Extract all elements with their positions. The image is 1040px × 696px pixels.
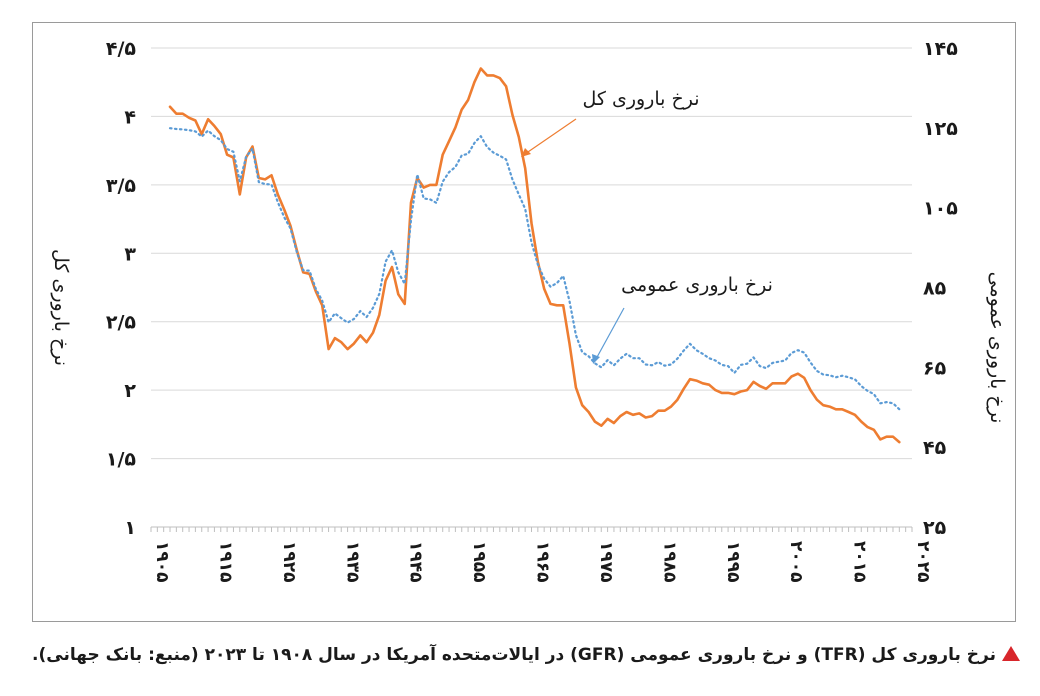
- y-right-tick-label: ۴۵: [923, 437, 947, 459]
- chart-frame: ۱ ۱/۵ ۲ ۲/۵ ۳ ۳/۵ ۴ ۴/۵ ۲۵ ۴۵ ۶۵ ۸۵ ۱۰۵ ۱۲۵ ۱۴۵ ۱۹۰۵ ۱۹۱…: [32, 22, 1016, 622]
- series-line-gfr: [168, 127, 901, 411]
- y-right-tick-label: ۱۰۵: [923, 198, 958, 220]
- x-tick-label: ۱۹۵۵: [469, 541, 489, 583]
- annotation-label-gfr: نرخ باروری عمومی: [621, 274, 773, 296]
- annotation-arrowhead-gfr: [592, 354, 600, 364]
- y-right-tick-label: ۶۵: [923, 357, 947, 379]
- y-right-tick-label: ۱۲۵: [923, 118, 958, 140]
- annotation-arrow-gfr: [595, 307, 625, 360]
- caption-text: نرخ باروری کل (TFR) و نرخ باروری عمومی (…: [32, 645, 996, 665]
- annotation-arrow-tfr: [524, 118, 577, 155]
- y-left-tick-label: ۲: [124, 380, 136, 402]
- x-tick-label: ۱۹۴۵: [406, 541, 426, 583]
- y-right-tick-label: ۱۴۵: [923, 38, 958, 60]
- y-left-tick-label: ۳: [124, 243, 136, 265]
- caption-marker-icon: [1002, 645, 1020, 661]
- x-tick-label: ۱۹۰۵: [152, 541, 172, 583]
- annotation-label-tfr: نرخ باروری کل: [582, 88, 699, 110]
- x-tick-label: ۱۹۸۵: [659, 541, 679, 583]
- y-left-tick-label: ۱/۵: [106, 449, 137, 471]
- y-right-axis-title: نرخ باروری عمومی: [986, 272, 1008, 424]
- chart: ۱ ۱/۵ ۲ ۲/۵ ۳ ۳/۵ ۴ ۴/۵ ۲۵ ۴۵ ۶۵ ۸۵ ۱۰۵ ۱۲۵ ۱۴۵ ۱۹۰۵ ۱۹۱…: [50, 38, 1008, 583]
- y-right-tick-label: ۸۵: [923, 278, 947, 300]
- y-right-tick-label: ۲۵: [923, 517, 947, 539]
- x-tick-label: ۱۹۲۵: [279, 541, 299, 583]
- y-left-tick-label: ۴/۵: [106, 38, 137, 60]
- annotation-arrowhead-tfr: [521, 148, 531, 157]
- x-tick-label: ۱۹۹۵: [723, 541, 743, 583]
- x-tick-label: ۱۹۳۵: [342, 541, 362, 583]
- y-left-tick-label: ۲/۵: [106, 312, 137, 334]
- x-tick-label: ۱۹۷۵: [596, 541, 616, 583]
- figure-caption: نرخ باروری کل (TFR) و نرخ باروری عمومی (…: [20, 640, 1020, 670]
- x-tick-label: ۱۹۶۵: [533, 541, 553, 583]
- x-tick-label: ۲۰۱۵: [850, 541, 870, 583]
- y-left-axis-title: نرخ باروری کل: [50, 249, 72, 366]
- y-left-tick-label: ۱: [124, 517, 136, 539]
- y-left-tick-label: ۳/۵: [106, 175, 137, 197]
- x-tick-label: ۲۰۰۵: [786, 541, 806, 583]
- x-tick-label: ۱۹۱۵: [215, 541, 235, 583]
- x-tick-label: ۲۰۲۵: [913, 541, 933, 583]
- series-line-tfr: [168, 67, 901, 444]
- y-left-tick-label: ۴: [124, 106, 136, 128]
